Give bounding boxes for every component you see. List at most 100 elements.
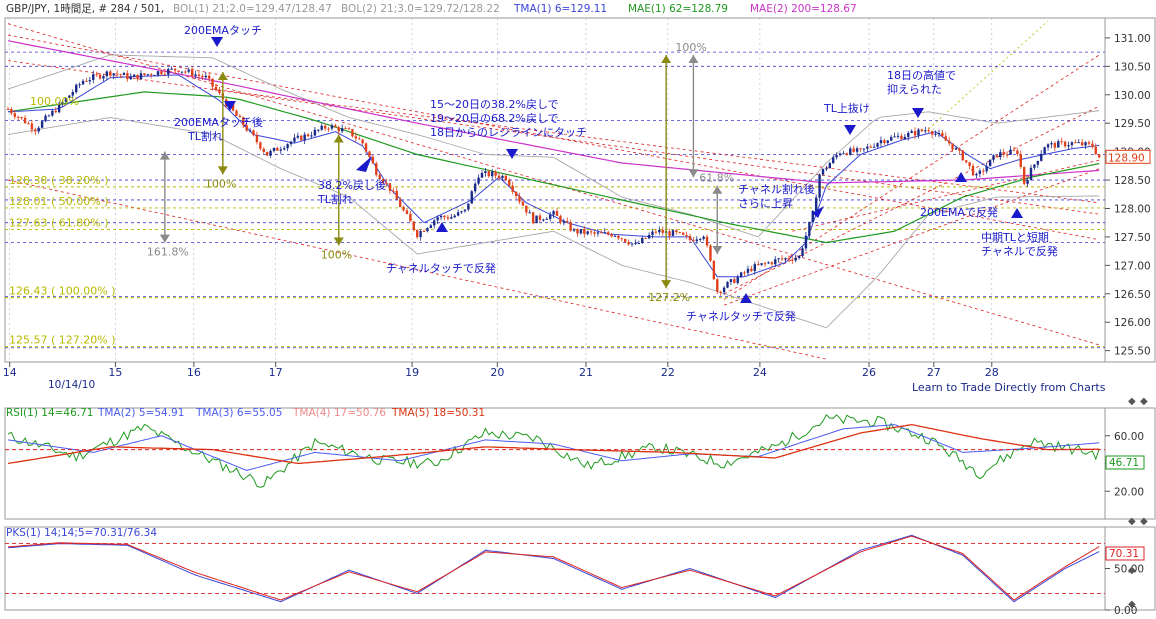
header-bol1: BOL(1) 21;2.0=129.47/128.47 (173, 3, 332, 15)
candle-body (17, 116, 20, 118)
channel-line (7, 60, 1100, 215)
candle-body (115, 73, 119, 75)
panel-controls[interactable]: ◆ ◆ ◆ ◆ ◆ ◆ (1128, 396, 1148, 610)
candle-body (10, 109, 13, 114)
candle-body (436, 217, 439, 221)
rsi-legend-5: TMA(5) 18=50.31 (391, 407, 485, 419)
candle-body (780, 258, 784, 260)
candle-body (105, 71, 109, 77)
candle-body (903, 136, 907, 140)
candle-body (859, 148, 862, 150)
annotation-line: 200EMAタッチ後 (174, 115, 263, 129)
candle-body (218, 90, 221, 94)
candle-body (685, 234, 688, 236)
candle-body (992, 155, 995, 160)
candle-body (797, 255, 801, 258)
candle-body (872, 146, 876, 148)
candle-body (896, 135, 900, 137)
candle-body (368, 151, 371, 157)
candle-body (675, 230, 678, 233)
sell-signal-marker (844, 125, 856, 135)
candle-body (729, 279, 733, 282)
candle-body (446, 217, 450, 219)
rsi-last-label: 46.71 (1109, 457, 1139, 469)
candle-body (954, 148, 958, 150)
candle-body (361, 139, 364, 144)
candle-body (1026, 180, 1029, 184)
candle-body (716, 279, 719, 292)
sell-signal-marker (211, 37, 223, 47)
price-tick-label: 131.00 (1114, 33, 1151, 45)
bottom-scroll-icon[interactable]: ◆ (1128, 599, 1136, 610)
candle-body (231, 104, 235, 111)
channel-line (792, 159, 1100, 232)
annotation-200ema-tl-break: 200EMAタッチ後 TL割れ (174, 115, 263, 143)
main-price-axis (1104, 17, 1156, 363)
candle-body (559, 215, 562, 223)
candle-body (40, 121, 44, 128)
candle-body (1022, 166, 1026, 184)
candle-body (733, 279, 736, 283)
candle-body (808, 221, 811, 236)
candle-body (651, 231, 654, 236)
price-tick-label: 125.50 (1114, 346, 1151, 358)
candle-body (842, 153, 845, 155)
candle-body (862, 148, 866, 150)
candle-body (566, 220, 569, 223)
candle-body (985, 166, 988, 172)
pks-panel-control-icon[interactable]: ◆ (1128, 516, 1136, 527)
candle-body (951, 143, 954, 150)
candle-body (78, 84, 81, 86)
learn-link[interactable]: Learn to Trade Directly from Charts (912, 381, 1106, 394)
header-symbol: GBP/JPY, 1時間足, # 284 / 501, (6, 3, 164, 15)
annotation-382-tl-break: 38.2%戻し後 TL割れ (317, 178, 386, 206)
candle-body (139, 73, 143, 80)
candle-body (1005, 154, 1009, 156)
candle-body (75, 84, 78, 93)
fib-level-label: 127.63 ( 61.80% ) (9, 217, 109, 230)
pks-panel-close-icon[interactable]: ◆ (1140, 516, 1148, 527)
candle-body (644, 237, 647, 239)
date-tick-label: 19 (405, 366, 419, 379)
price-tick-label: 126.50 (1114, 289, 1151, 301)
candle-body (259, 142, 262, 149)
candle-body (463, 209, 467, 212)
annotation-channel-bounce-2: チャネルタッチで反発 (686, 309, 796, 323)
candle-body (398, 199, 402, 207)
rsi-panel-control-icon[interactable]: ◆ (1128, 396, 1136, 407)
candle-body (201, 75, 204, 78)
candle-body (777, 258, 780, 260)
pks-series-line (7, 534, 1100, 603)
candle-body (937, 133, 941, 135)
rsi-panel-close-icon[interactable]: ◆ (1140, 396, 1148, 407)
candle-body (204, 75, 207, 78)
annotation-200ema-bounce: 200EMAで反発 (920, 205, 998, 219)
candle-body (1012, 149, 1016, 151)
candle-body (173, 68, 177, 71)
measure-label: 61.8% (699, 172, 734, 185)
candle-body (207, 75, 211, 79)
measure-arrowhead (159, 234, 170, 243)
candle-body (388, 183, 392, 191)
measure-arrowhead (333, 134, 344, 143)
measure-label: 100% (675, 41, 706, 54)
measure-arrowhead (217, 166, 228, 175)
candle-body (801, 248, 804, 256)
candle-body (702, 236, 705, 239)
measure-label: 100% (321, 248, 352, 261)
candle-body (1098, 154, 1101, 158)
annotation-line: さらに上昇 (738, 197, 793, 210)
candle-body (6, 108, 10, 110)
candle-body (613, 235, 617, 237)
candle-body (92, 74, 95, 80)
candle-body (433, 220, 436, 226)
candle-body (235, 110, 238, 116)
candle-body (528, 212, 531, 214)
candle-body (804, 235, 808, 249)
candle-body (832, 157, 835, 164)
pks-scroll-icon[interactable]: ◆ (1128, 565, 1136, 576)
channel-line (723, 105, 1100, 295)
candle-body (317, 129, 320, 131)
channel-line (7, 34, 1100, 241)
